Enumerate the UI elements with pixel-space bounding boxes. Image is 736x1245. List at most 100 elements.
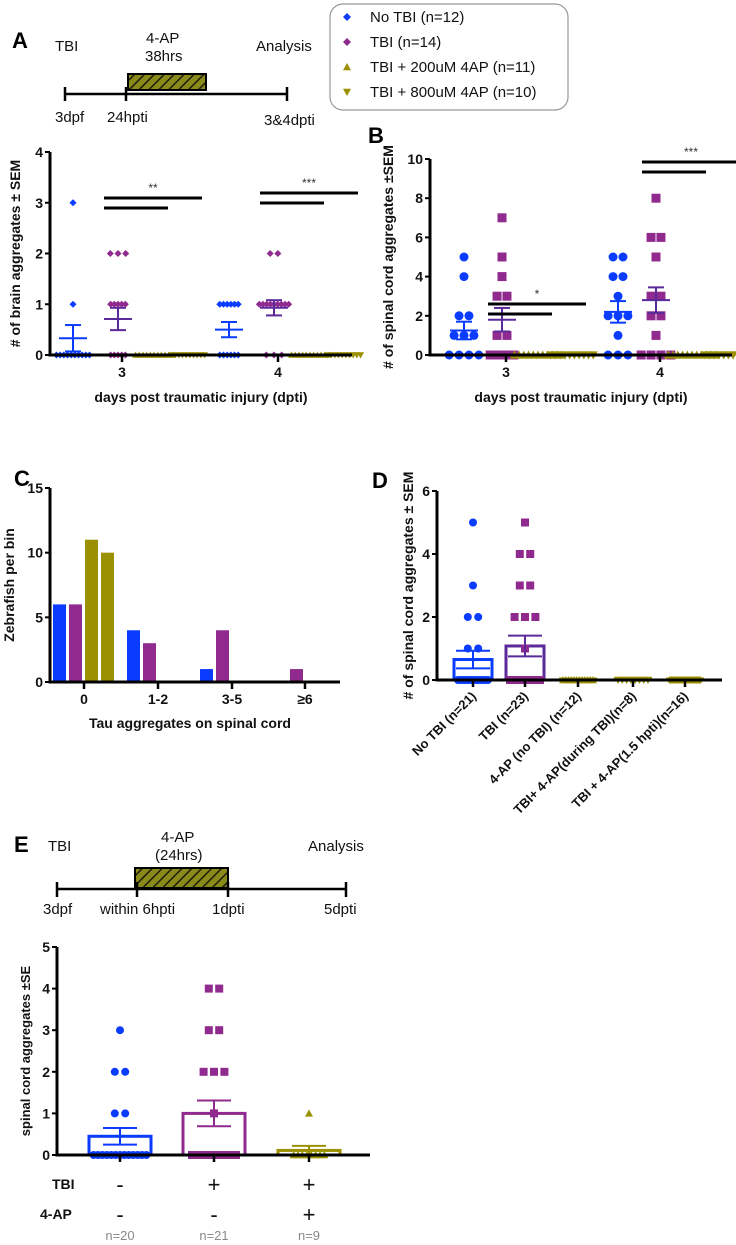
y-tick-label: 5 bbox=[42, 939, 50, 955]
y-tick-label: 0 bbox=[42, 1147, 50, 1163]
y-tick-label: 1 bbox=[35, 296, 43, 312]
significance-stars: * bbox=[535, 287, 540, 301]
panel-letter-e: E bbox=[14, 832, 29, 857]
x-tick-label: 3 bbox=[118, 364, 126, 380]
data-point bbox=[618, 272, 628, 282]
condition-tbi-sign: + bbox=[208, 1172, 221, 1197]
data-point bbox=[623, 311, 633, 321]
data-point bbox=[603, 311, 613, 321]
data-point bbox=[255, 300, 263, 308]
x-axis-label: days post traumatic injury (dpti) bbox=[94, 389, 307, 405]
y-tick-label: 0 bbox=[422, 672, 430, 688]
panel-a-timeline: A TBI 4-AP 38hrs Analysis 3dpf 24hpti 3&… bbox=[12, 28, 315, 129]
timeline-start-event: TBI bbox=[55, 38, 78, 55]
x-tick-label: No TBI (n=21) bbox=[409, 689, 479, 759]
timeline-treatment-duration: 38hrs bbox=[145, 48, 183, 65]
row-label-4ap: 4-AP bbox=[40, 1206, 72, 1222]
data-point bbox=[449, 330, 459, 340]
x-axis-label: Tau aggregates on spinal cord bbox=[89, 715, 291, 731]
condition-4ap-sign: - bbox=[116, 1202, 123, 1227]
data-point bbox=[526, 581, 535, 590]
timeline-tick-label: 5dpti bbox=[324, 901, 357, 918]
bar-no-tbi bbox=[200, 669, 213, 682]
y-tick-label: 3 bbox=[35, 195, 43, 211]
y-tick-label: 0 bbox=[35, 674, 43, 690]
data-point bbox=[204, 1026, 213, 1035]
y-tick-label: 1 bbox=[42, 1105, 50, 1121]
data-point bbox=[266, 250, 274, 257]
data-point bbox=[646, 291, 656, 301]
legend: No TBI (n=12) TBI (n=14) TBI + 200uM 4AP (… bbox=[329, 3, 569, 111]
data-point bbox=[613, 330, 623, 340]
data-point bbox=[469, 518, 477, 527]
x-tick-label: ≥6 bbox=[297, 691, 313, 707]
panel-letter-c: C bbox=[14, 466, 30, 491]
data-point bbox=[231, 300, 239, 308]
chart-c: 0 5 10 15 Zebrafish per bin 0 1-2 3-5 ≥6 Tau aggr… bbox=[1, 480, 340, 731]
timeline-tick-label: 1dpti bbox=[212, 901, 245, 918]
data-point bbox=[199, 1067, 208, 1076]
data-point bbox=[305, 1109, 313, 1117]
data-point bbox=[234, 300, 242, 308]
data-point bbox=[210, 1067, 218, 1076]
data-point bbox=[613, 291, 623, 301]
data-point bbox=[121, 1109, 130, 1118]
data-point bbox=[728, 351, 736, 360]
data-point bbox=[521, 518, 529, 527]
data-point bbox=[274, 250, 282, 257]
bar-tbi bbox=[143, 643, 156, 682]
legend-marker-triangle-up-icon bbox=[343, 63, 351, 71]
legend-marker-diamond-icon bbox=[343, 38, 351, 46]
data-point bbox=[114, 250, 122, 257]
y-tick-label: 10 bbox=[27, 545, 43, 561]
legend-box bbox=[329, 3, 569, 111]
panel-letter-b: B bbox=[368, 123, 384, 148]
data-point bbox=[204, 984, 213, 993]
bar-tbi-200um-4ap bbox=[85, 539, 98, 682]
data-point bbox=[521, 613, 529, 621]
x-tick-label: 4-AP (no TBI) (n=12) bbox=[486, 689, 585, 788]
data-point bbox=[497, 272, 507, 282]
data-point bbox=[618, 252, 628, 262]
data-point bbox=[107, 300, 115, 308]
panel-letter-d: D bbox=[372, 468, 388, 493]
x-tick-label: 3-5 bbox=[222, 691, 242, 707]
y-tick-label: 0 bbox=[415, 347, 423, 363]
timeline-tick-label: 3dpf bbox=[55, 109, 85, 126]
data-point bbox=[651, 193, 661, 203]
chart-d: 0 2 4 6 # of spinal cord aggregates ± SEMNo … bbox=[400, 472, 722, 817]
y-tick-label: 4 bbox=[415, 269, 423, 285]
y-tick-label: 8 bbox=[415, 190, 423, 206]
x-tick-label: 4 bbox=[656, 364, 664, 380]
y-tick-label: 10 bbox=[407, 151, 423, 167]
chart-b: 0 2 4 6 8 10 # of spinal cord aggregates ±SEM 3… bbox=[380, 145, 736, 405]
data-point bbox=[733, 351, 736, 357]
timeline-treatment-duration: (24hrs) bbox=[155, 847, 203, 864]
condition-n-count: n=21 bbox=[199, 1228, 228, 1243]
row-label-tbi: TBI bbox=[52, 1176, 75, 1192]
y-tick-label: 4 bbox=[35, 144, 43, 160]
data-point bbox=[121, 1067, 130, 1076]
timeline-end-event: Analysis bbox=[256, 38, 312, 55]
data-point bbox=[492, 291, 502, 301]
y-tick-label: 15 bbox=[27, 480, 43, 496]
bar-tbi-800um-4ap bbox=[101, 552, 114, 682]
data-point bbox=[526, 550, 535, 558]
data-point bbox=[263, 300, 271, 308]
data-point bbox=[608, 272, 618, 282]
data-point bbox=[464, 311, 474, 321]
x-tick-label: 1-2 bbox=[148, 691, 168, 707]
data-point bbox=[459, 272, 469, 282]
data-point bbox=[651, 330, 661, 340]
y-tick-label: 6 bbox=[415, 229, 423, 245]
significance-stars: *** bbox=[684, 145, 698, 159]
condition-tbi-sign: - bbox=[116, 1172, 123, 1197]
data-point bbox=[227, 300, 235, 308]
condition-4ap-sign: - bbox=[210, 1202, 217, 1227]
data-point bbox=[122, 250, 130, 257]
y-tick-label: 4 bbox=[422, 546, 430, 562]
data-point bbox=[357, 352, 365, 359]
chart-a: 0 1 2 3 4 # of brain aggregates ± SEM 3 4 days p… bbox=[7, 144, 365, 405]
legend-label: No TBI (n=12) bbox=[370, 9, 464, 26]
